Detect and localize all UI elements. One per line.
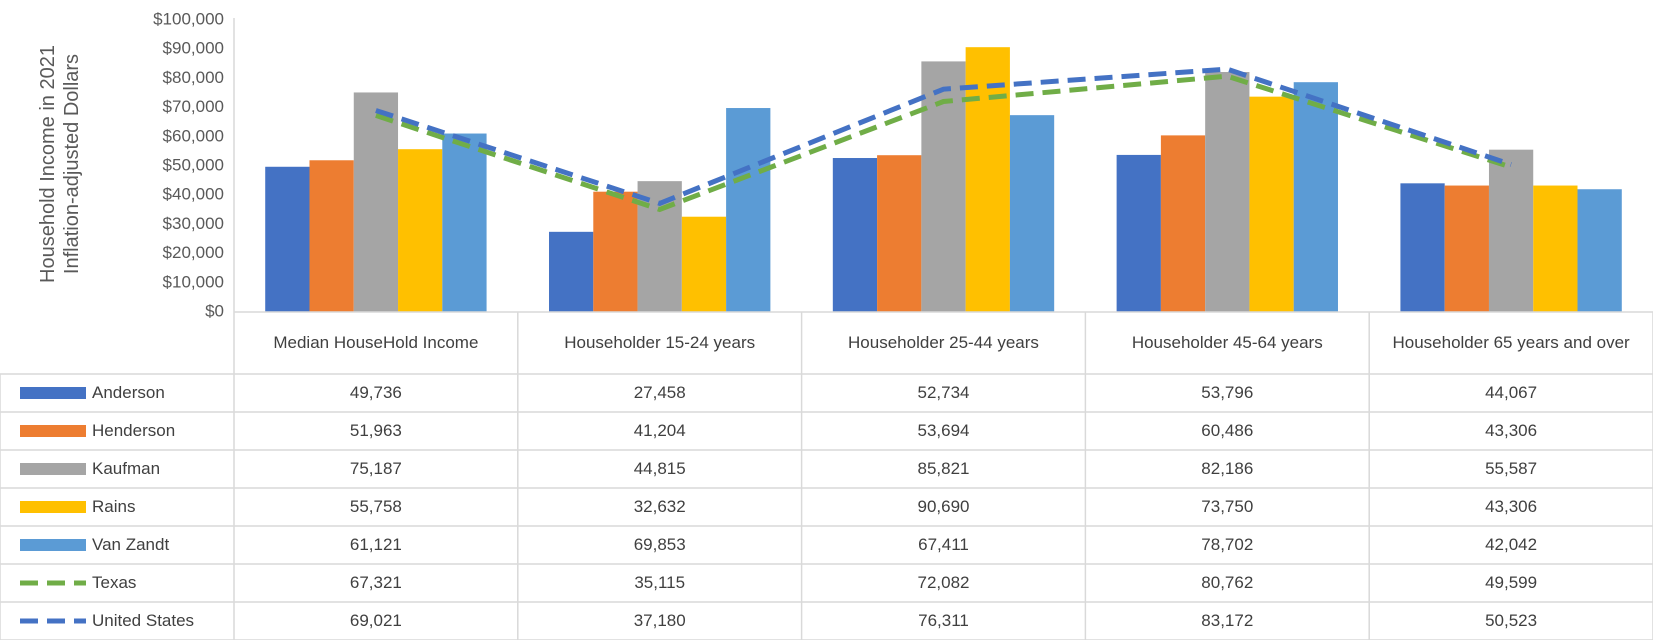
line-series [375, 73, 1512, 213]
y-axis-label: Household Income in 2021 Inflation-adjus… [37, 45, 83, 283]
table-value: 83,172 [1201, 611, 1254, 630]
bar [965, 47, 1010, 312]
table-value: 52,734 [917, 383, 970, 402]
table-value: 42,042 [1485, 535, 1538, 554]
category-header: Median HouseHold Income [273, 333, 479, 352]
table-value: 32,632 [633, 497, 686, 516]
table-value: 69,853 [633, 535, 686, 554]
table-value: 75,187 [349, 459, 402, 478]
legend-label: Rains [92, 497, 136, 516]
table-value: 43,306 [1485, 421, 1538, 440]
y-tick-label: $60,000 [163, 126, 224, 145]
bar [1577, 189, 1622, 312]
bar [921, 61, 966, 312]
y-tick-label: $40,000 [163, 185, 224, 204]
table-value: 69,021 [349, 611, 402, 630]
legend-label: Van Zandt [92, 535, 170, 554]
y-tick-label: $50,000 [163, 155, 224, 174]
y-tick-label: $0 [205, 301, 224, 320]
bar [1160, 135, 1206, 312]
bar [877, 155, 922, 312]
bar [1293, 82, 1338, 313]
bar [1533, 185, 1578, 312]
table-value: 55,587 [1485, 459, 1538, 478]
table-value: 44,815 [633, 459, 686, 478]
legend-label: Anderson [92, 383, 165, 402]
table-value: 72,082 [917, 573, 970, 592]
y-tick-label: $10,000 [163, 272, 224, 291]
legend-swatch [20, 387, 86, 399]
bar [1249, 96, 1294, 313]
table-value: 67,411 [918, 535, 969, 554]
y-tick-label: $70,000 [163, 97, 224, 116]
legend-label: Henderson [92, 421, 176, 440]
category-header: Householder 15-24 years [564, 333, 756, 352]
table-value: 43,306 [1485, 497, 1538, 516]
table-value: 51,963 [349, 421, 402, 440]
legend-label: United States [92, 611, 195, 630]
legend-swatch [20, 501, 86, 513]
bar [1444, 185, 1489, 312]
y-tick-label: $20,000 [163, 243, 224, 262]
table-value: 53,796 [1201, 383, 1254, 402]
table-value: 55,758 [349, 497, 402, 516]
table-value: 49,599 [1485, 573, 1538, 592]
line-series [375, 66, 1512, 207]
legend-label: Kaufman [92, 459, 161, 478]
table-value: 67,321 [349, 573, 402, 592]
bar [1205, 72, 1250, 312]
table-value: 50,523 [1485, 611, 1538, 630]
bar [353, 92, 399, 313]
bar [1488, 149, 1534, 312]
table-value: 82,186 [1201, 459, 1254, 478]
table-value: 80,762 [1201, 573, 1254, 592]
bar [681, 216, 727, 312]
y-tick-label: $90,000 [163, 39, 224, 58]
bar [1009, 115, 1055, 312]
bar [309, 160, 354, 312]
table-value: 73,750 [1201, 497, 1254, 516]
legend-swatch [20, 539, 86, 551]
table-value: 27,458 [633, 383, 686, 402]
table-value: 35,115 [634, 573, 686, 592]
category-header: Householder 45-64 years [1131, 333, 1323, 352]
legend-label: Texas [92, 573, 137, 592]
table-value: 85,821 [917, 459, 970, 478]
bar [832, 158, 878, 312]
y-tick-label: $80,000 [163, 68, 224, 87]
table-value: 49,736 [349, 383, 402, 402]
table-value: 78,702 [1201, 535, 1254, 554]
bar [549, 231, 594, 312]
y-tick-label: $100,000 [153, 9, 224, 28]
table-value: 44,067 [1485, 383, 1538, 402]
table-value: 37,180 [633, 611, 686, 630]
table-value: 61,121 [349, 535, 402, 554]
bar [1400, 183, 1445, 312]
bar [265, 166, 310, 312]
bar [593, 191, 638, 312]
bar [442, 133, 487, 312]
table-value: 60,486 [1201, 421, 1254, 440]
legend-swatch [20, 425, 86, 437]
table-value: 76,311 [918, 611, 969, 630]
y-tick-label: $30,000 [163, 214, 224, 233]
bar [726, 108, 771, 313]
table-value: 53,694 [917, 421, 970, 440]
bar [398, 149, 443, 312]
bar [1116, 154, 1161, 312]
legend-swatch [20, 463, 86, 475]
table-value: 90,690 [917, 497, 970, 516]
category-header: Householder 65 years and over [1392, 333, 1630, 352]
table-value: 41,204 [633, 421, 686, 440]
category-header: Householder 25-44 years [848, 333, 1039, 352]
